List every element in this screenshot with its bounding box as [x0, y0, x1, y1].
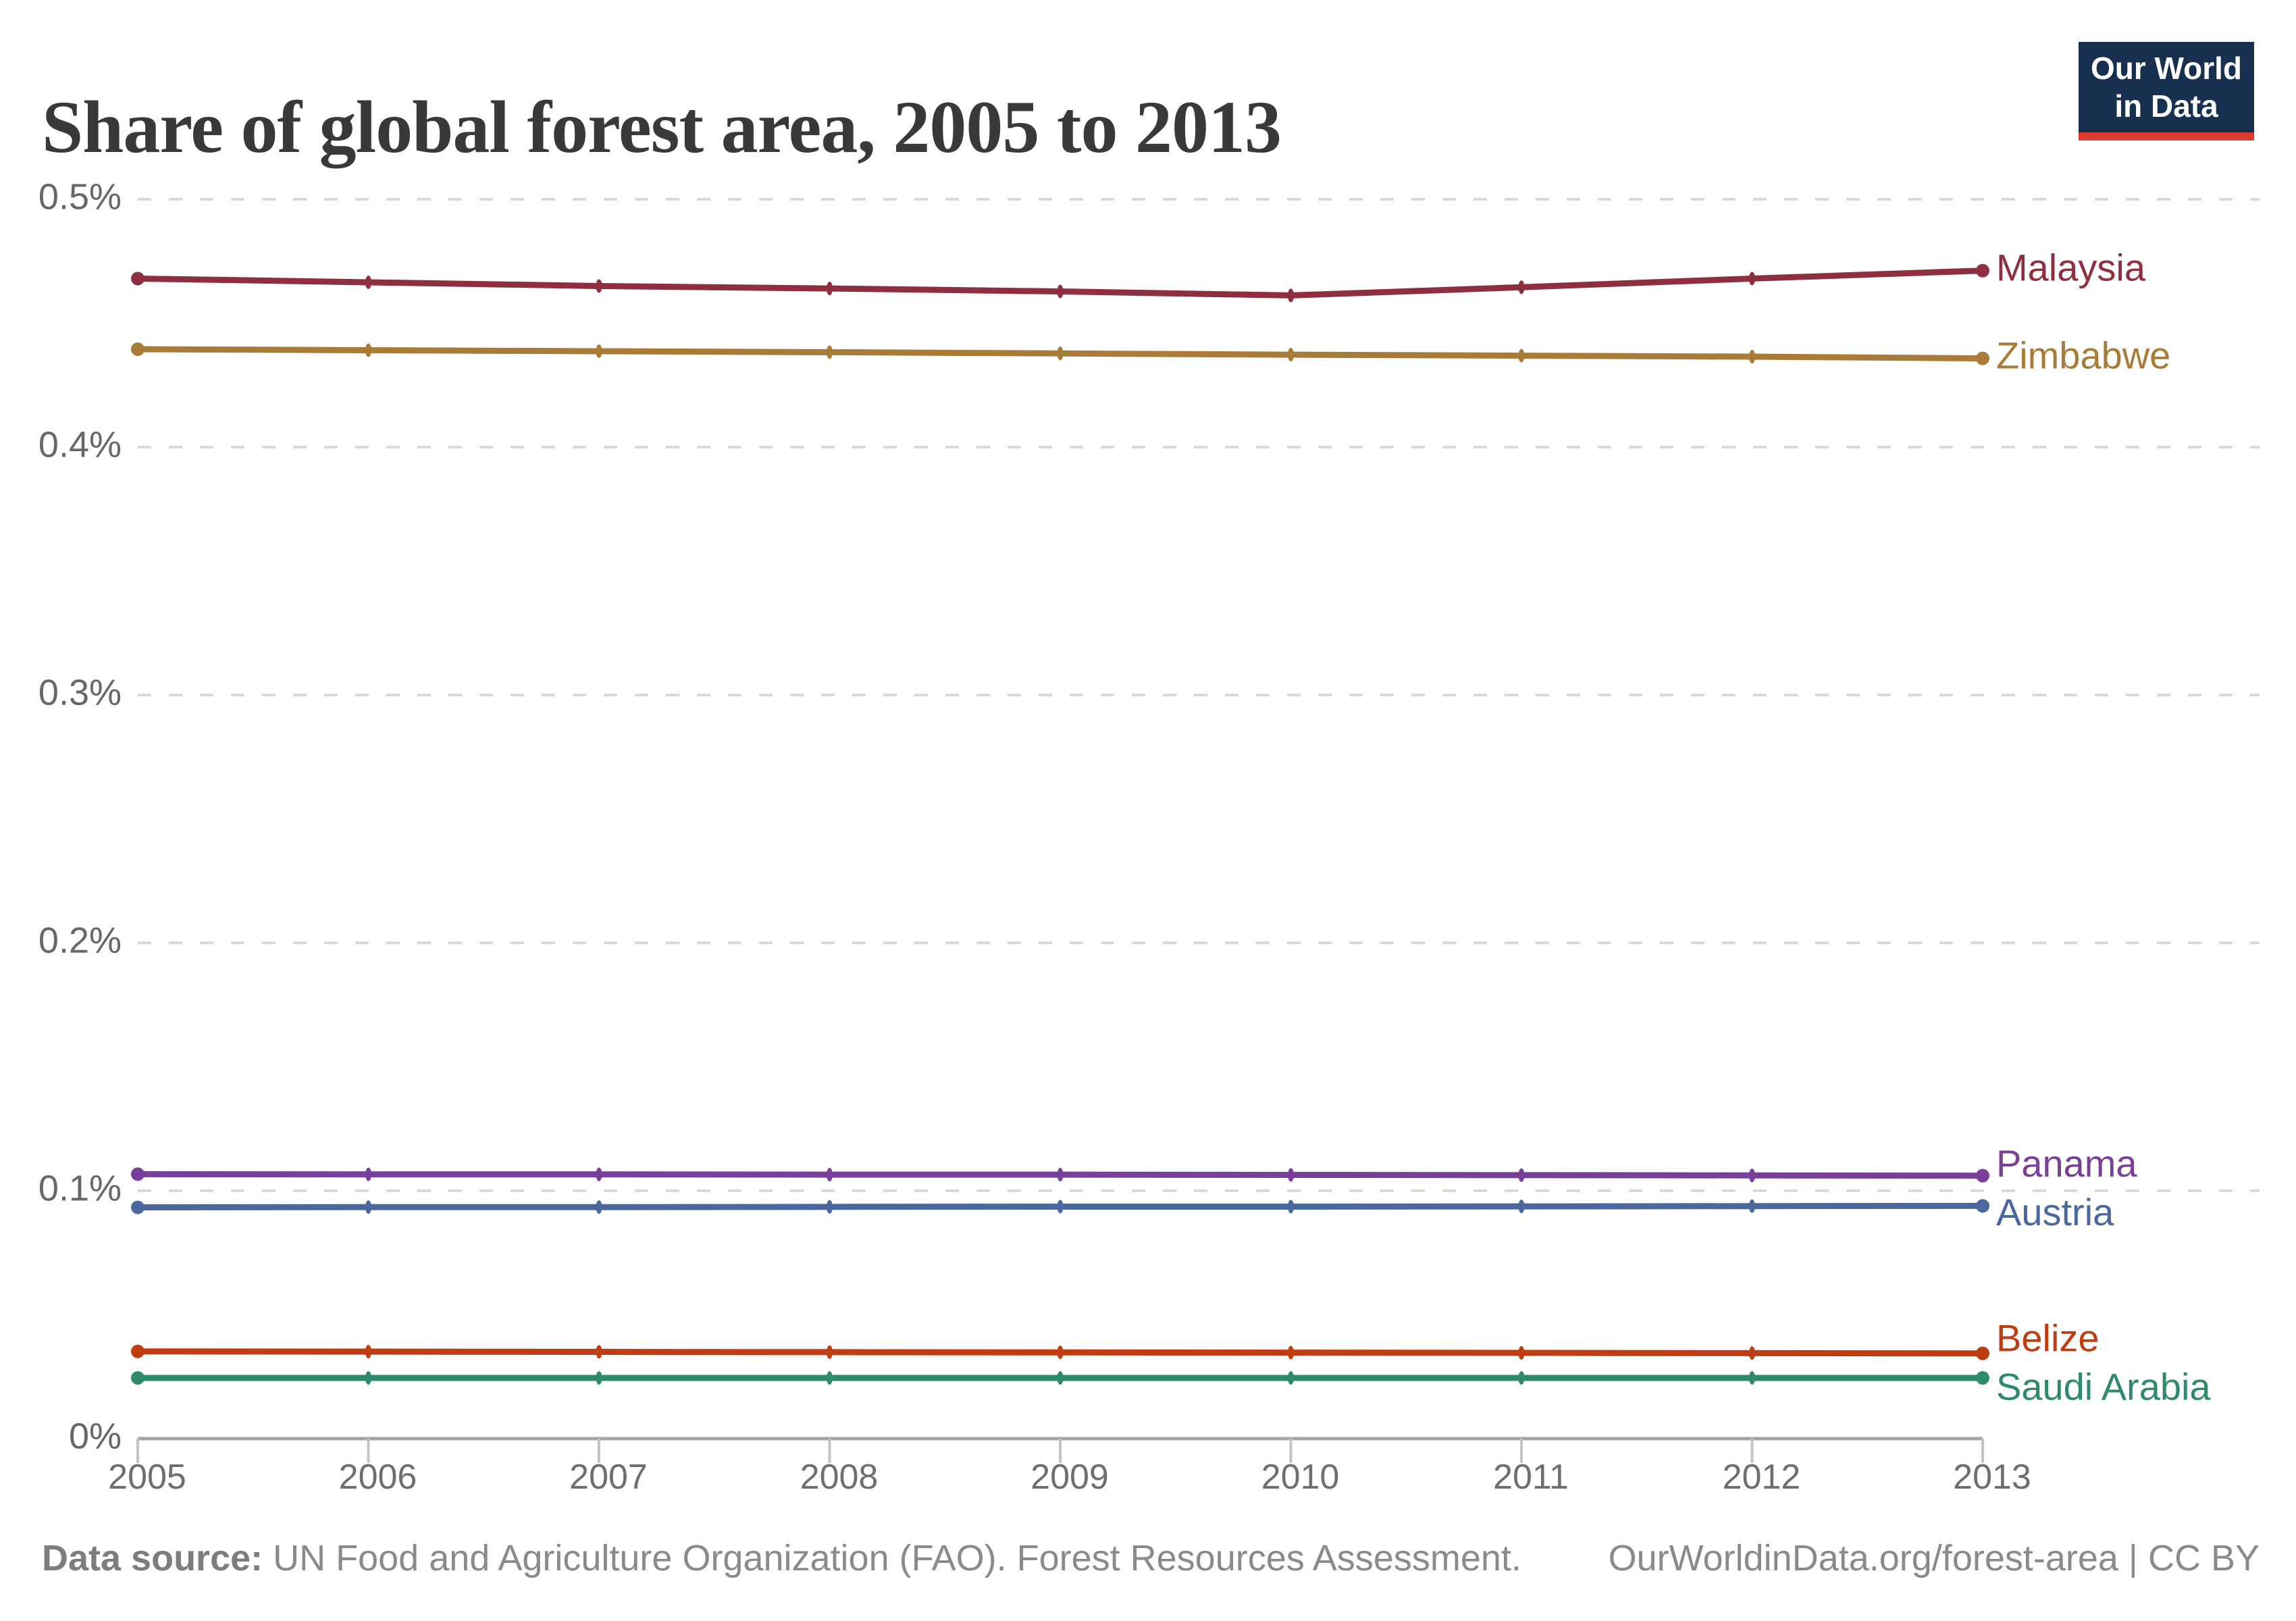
x-tick-label-2007: 2007	[569, 1458, 648, 1497]
series-point	[596, 1167, 602, 1181]
series-point	[596, 1345, 602, 1359]
y-tick-label-0.2%: 0.2%	[38, 920, 122, 960]
series-point	[1976, 1371, 1989, 1385]
series-point	[1057, 1168, 1064, 1182]
series-point	[365, 1167, 371, 1181]
series-point	[1288, 1345, 1294, 1360]
series-point	[131, 1344, 145, 1358]
series-point	[1288, 1200, 1294, 1214]
series-point	[596, 1371, 602, 1385]
series-panama: Panama	[131, 1142, 2137, 1185]
series-saudi-arabia: Saudi Arabia	[131, 1366, 2211, 1408]
series-point	[827, 1168, 833, 1182]
series-point	[1749, 1371, 1755, 1385]
series-label-zimbabwe[interactable]: Zimbabwe	[1996, 334, 2170, 376]
series-label-belize[interactable]: Belize	[1996, 1317, 2099, 1360]
x-tick-label-2009: 2009	[1030, 1458, 1109, 1497]
series-point	[1288, 348, 1294, 362]
series-point	[1749, 1346, 1755, 1360]
x-tick-label-2013: 2013	[1953, 1458, 2031, 1497]
series-belize: Belize	[131, 1317, 2099, 1360]
series-point	[1057, 1200, 1064, 1214]
series-point	[1518, 1200, 1525, 1214]
owid-logo-line2: in Data	[2114, 88, 2218, 124]
owid-logo-line1: Our World	[2090, 50, 2243, 86]
series-point	[596, 344, 602, 358]
x-tick-label-2008: 2008	[800, 1458, 879, 1497]
y-tick-label-0.5%: 0.5%	[38, 176, 122, 217]
y-tick-label-0%: 0%	[69, 1416, 122, 1456]
series-point	[827, 1371, 833, 1385]
page-title: Share of global forest area, 2005 to 201…	[42, 85, 1282, 168]
y-tick-label-0.3%: 0.3%	[38, 672, 122, 713]
series-point	[827, 1345, 833, 1359]
series-point	[1288, 1371, 1294, 1385]
data-source-text: UN Food and Agriculture Organization (FA…	[263, 1538, 1521, 1578]
owid-link[interactable]: OurWorldinData.org/forest-area | CC BY	[1608, 1538, 2260, 1578]
data-source-label: Data source:	[42, 1538, 263, 1578]
series-point	[1518, 1371, 1525, 1385]
series-point	[827, 1200, 833, 1214]
y-tick-label-0.4%: 0.4%	[38, 424, 122, 465]
series-point	[365, 343, 371, 357]
series-label-malaysia[interactable]: Malaysia	[1996, 246, 2146, 288]
series-point	[827, 282, 833, 296]
series-point	[827, 345, 833, 359]
y-tick-label-0.1%: 0.1%	[38, 1168, 122, 1208]
owid-logo[interactable]: Our World in Data	[2079, 42, 2254, 140]
series-point	[1976, 351, 1989, 365]
series-point	[365, 1345, 371, 1359]
x-tick-label-2012: 2012	[1723, 1458, 1801, 1497]
series-point	[1288, 288, 1294, 303]
series-point	[131, 1200, 145, 1214]
series-label-panama[interactable]: Panama	[1996, 1142, 2137, 1185]
series-point	[131, 1167, 145, 1181]
series-point	[1057, 1371, 1064, 1385]
series-point	[596, 279, 602, 293]
series-point	[1976, 1168, 1989, 1183]
series-point	[131, 1371, 145, 1385]
series-label-austria[interactable]: Austria	[1996, 1191, 2114, 1233]
series-point	[1057, 346, 1064, 361]
series-austria: Austria	[131, 1191, 2114, 1233]
series-malaysia: Malaysia	[131, 246, 2146, 303]
series-point	[1518, 1346, 1525, 1360]
series-point	[131, 272, 145, 286]
series-point	[1749, 1168, 1755, 1183]
x-tick-label-2010: 2010	[1261, 1458, 1340, 1497]
series-point	[596, 1200, 602, 1214]
x-tick-label-2011: 2011	[1493, 1458, 1569, 1497]
series-point	[1749, 350, 1755, 364]
x-tick-label-2006: 2006	[339, 1458, 417, 1497]
series-point	[365, 1371, 371, 1385]
series-point	[1288, 1168, 1294, 1182]
series-point	[1976, 1346, 1989, 1360]
series-point	[1518, 280, 1525, 294]
series-label-saudi-arabia[interactable]: Saudi Arabia	[1996, 1366, 2211, 1408]
series-point	[365, 275, 371, 289]
series-point	[1057, 284, 1064, 299]
series-point	[1976, 1199, 1989, 1213]
series-point	[131, 342, 145, 357]
series-point	[1518, 349, 1525, 363]
series-point	[1749, 272, 1755, 286]
data-source-note: Data source: UN Food and Agriculture Org…	[42, 1538, 1521, 1578]
series-zimbabwe: Zimbabwe	[131, 334, 2170, 376]
series-point	[1057, 1345, 1064, 1360]
series-point	[1749, 1199, 1755, 1213]
series-point	[365, 1200, 371, 1214]
x-tick-label-2005: 2005	[108, 1458, 186, 1497]
series-point	[1518, 1168, 1525, 1182]
chart-footer: Data source: UN Food and Agriculture Org…	[0, 1538, 2296, 1586]
series-point	[1976, 263, 1989, 278]
